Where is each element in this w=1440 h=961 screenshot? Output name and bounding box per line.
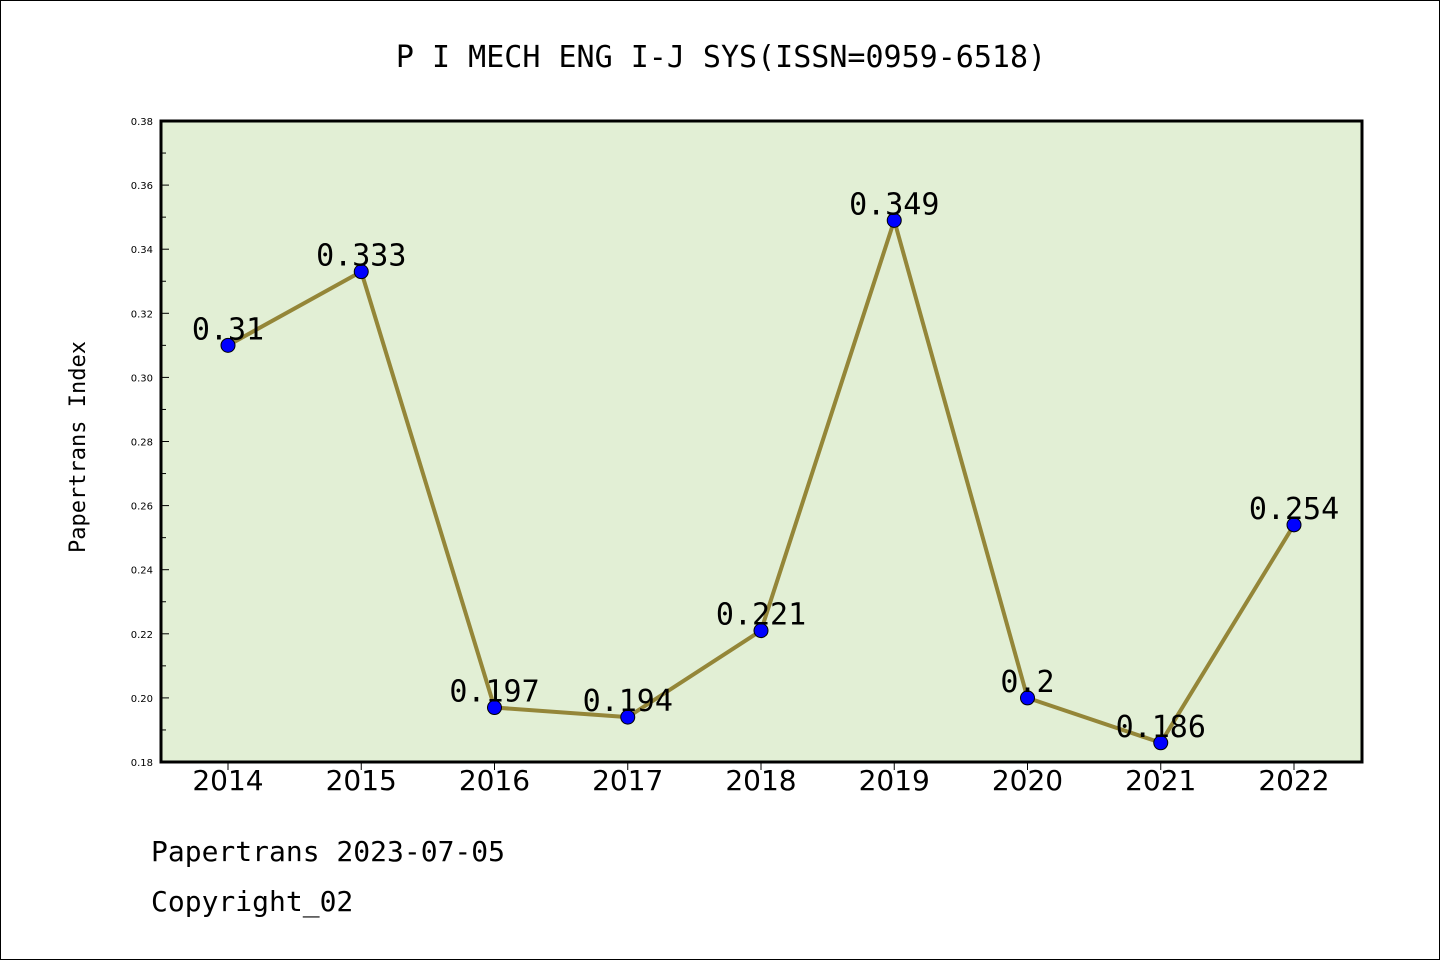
data-point bbox=[353, 264, 369, 280]
data-label: 0.186 bbox=[1116, 710, 1206, 745]
data-point bbox=[487, 700, 502, 716]
y-tick-label: 0.38 bbox=[131, 117, 153, 128]
x-tick-label: 2018 bbox=[725, 764, 796, 797]
y-tick-label: 0.20 bbox=[131, 694, 153, 705]
y-tick-label: 0.30 bbox=[131, 373, 153, 384]
chart-title: P I MECH ENG I-J SYS(ISSN=0959-6518) bbox=[396, 40, 1046, 75]
y-axis-label: Papertrans Index bbox=[66, 341, 91, 553]
x-tick-label: 2017 bbox=[592, 764, 663, 797]
data-point bbox=[1020, 690, 1035, 706]
footer-copyright: Copyright_02 bbox=[151, 885, 354, 918]
x-tick-label: 2014 bbox=[192, 764, 263, 797]
x-tick-label: 2015 bbox=[326, 764, 397, 797]
series-markers bbox=[220, 212, 1302, 751]
x-tick-label: 2022 bbox=[1258, 764, 1329, 797]
y-tick-label: 0.28 bbox=[131, 438, 153, 449]
y-tick-label: 0.34 bbox=[131, 245, 153, 256]
x-tick-label: 2016 bbox=[459, 764, 530, 797]
data-point bbox=[886, 212, 902, 228]
plot-area bbox=[161, 121, 1362, 762]
plot-border bbox=[159, 119, 1364, 764]
data-labels: 0.31 0.333 0.197 0.194 0.221 0.349 0.2 0.186 0.2… bbox=[192, 187, 1339, 744]
x-tick-label: 2019 bbox=[859, 764, 930, 797]
data-point bbox=[753, 623, 769, 639]
data-label: 0.31 bbox=[192, 312, 264, 347]
y-axis-ticks: 0.18 0.20 0.22 0.24 0.26 0.28 0.30 0.32 0.34 0.36… bbox=[131, 117, 169, 769]
data-point bbox=[220, 337, 236, 353]
data-point bbox=[1286, 517, 1302, 533]
data-label: 0.221 bbox=[716, 598, 806, 633]
data-label: 0.197 bbox=[449, 675, 539, 710]
footer-source-date: Papertrans 2023-07-05 bbox=[151, 835, 506, 868]
data-point bbox=[1153, 735, 1169, 751]
data-label: 0.349 bbox=[849, 187, 939, 222]
data-point bbox=[620, 709, 636, 725]
data-label: 0.194 bbox=[583, 684, 673, 719]
data-label: 0.254 bbox=[1249, 492, 1339, 527]
x-tick-label: 2020 bbox=[992, 764, 1063, 797]
x-tick-label: 2021 bbox=[1125, 764, 1196, 797]
y-tick-label: 0.22 bbox=[131, 630, 153, 641]
y-tick-label: 0.26 bbox=[131, 502, 153, 513]
y-tick-label: 0.36 bbox=[131, 181, 153, 192]
y-tick-label: 0.32 bbox=[131, 309, 153, 320]
x-axis-ticks: 2014 2015 2016 2017 2018 2019 2020 2021 2022 bbox=[192, 762, 1330, 797]
y-tick-label: 0.24 bbox=[131, 566, 153, 577]
y-tick-label: 0.18 bbox=[131, 758, 153, 769]
data-label: 0.2 bbox=[1000, 665, 1054, 700]
data-label: 0.333 bbox=[316, 239, 406, 274]
